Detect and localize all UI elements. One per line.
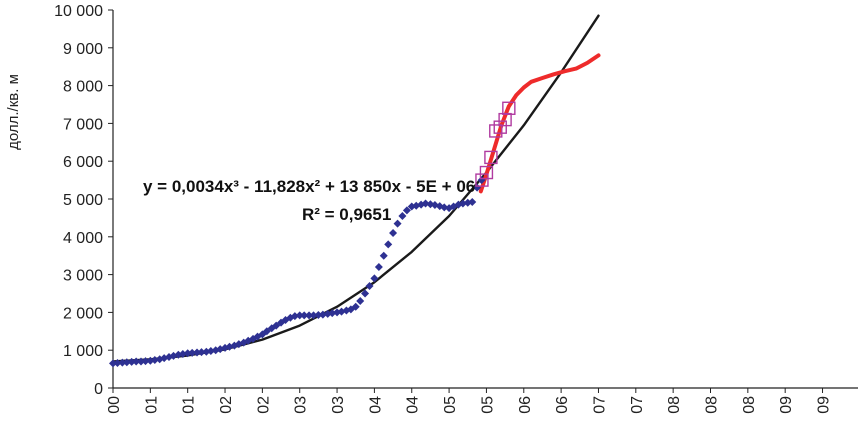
x-tick-label: 05 [442, 396, 459, 414]
data-point-diamond [113, 359, 122, 368]
y-tick-label: 1 000 [63, 343, 103, 360]
data-point-square [475, 173, 489, 187]
data-point-diamond [389, 229, 398, 238]
x-tick-label: 04 [367, 396, 384, 414]
y-tick-label: 2 000 [63, 305, 103, 322]
data-point-diamond [109, 359, 117, 368]
data-point-diamond [188, 348, 197, 357]
data-point-square [502, 101, 516, 115]
x-tick-label: 01 [143, 396, 160, 414]
data-point-diamond [314, 311, 323, 320]
data-point-diamond [361, 289, 370, 298]
data-point-diamond [393, 219, 402, 228]
data-point-square [489, 124, 503, 138]
data-point-diamond [132, 357, 141, 366]
x-tick-label: 02 [255, 396, 272, 414]
axes [108, 9, 858, 393]
data-point-diamond [118, 358, 127, 367]
x-tick-label: 08 [703, 396, 720, 414]
y-tick-label: 9 000 [63, 41, 103, 58]
data-point-diamond [305, 311, 314, 320]
data-point-diamond [150, 356, 159, 365]
data-point-square [484, 150, 498, 165]
x-tick-label: 01 [181, 396, 198, 414]
data-point-diamond [379, 251, 388, 260]
data-point-diamond [141, 357, 150, 366]
x-tick-label: 03 [330, 396, 347, 414]
forecast-line [478, 53, 601, 194]
data-point-square [479, 165, 494, 180]
data-point-diamond [370, 274, 379, 283]
data-point-diamond [421, 199, 430, 208]
y-tick-labels: 0 1 000 2 000 3 000 4 000 5 000 6 000 7 000 8 00… [54, 3, 103, 398]
data-point-diamond [309, 311, 318, 320]
y-tick-label: 6 000 [63, 154, 103, 171]
data-point-diamond [178, 349, 187, 358]
r-squared-label: R² = 0,9651 [302, 205, 391, 224]
y-axis-label: долл./кв. м [5, 74, 22, 150]
data-point-diamond [206, 346, 215, 355]
x-tick-label: 06 [517, 396, 534, 414]
y-tick-label: 10 000 [54, 3, 103, 20]
data-point-diamond [365, 281, 374, 290]
x-tick-label: 05 [479, 396, 496, 414]
x-tick-label: 06 [554, 396, 571, 414]
y-tick-label: 5 000 [63, 192, 103, 209]
data-point-diamond [374, 263, 383, 272]
data-point-diamond [402, 206, 411, 215]
data-point-diamond [122, 358, 131, 367]
data-point-diamond [356, 297, 365, 306]
x-tick-label: 09 [816, 396, 833, 414]
data-point-diamond [127, 357, 136, 366]
data-point-diamond [328, 309, 337, 318]
x-tick-label: 07 [629, 396, 646, 414]
data-point-diamond [384, 240, 393, 249]
x-tick-label: 04 [405, 396, 422, 414]
data-point-diamond [193, 348, 202, 357]
data-point-diamond [183, 349, 192, 358]
y-tick-label: 8 000 [63, 79, 103, 96]
y-tick-label: 0 [94, 381, 103, 398]
data-point-diamond [351, 302, 360, 311]
data-point-square [493, 120, 507, 134]
data-point-diamond [468, 198, 477, 207]
data-point-diamond [295, 311, 304, 320]
y-tick-label: 7 000 [63, 116, 103, 133]
data-point-diamond [318, 310, 327, 319]
x-tick-label: 07 [591, 396, 608, 414]
data-point-diamond [300, 311, 309, 320]
data-point-diamond [398, 212, 407, 221]
x-tick-label: 09 [778, 396, 795, 414]
x-tick-label: 03 [293, 396, 310, 414]
data-point-diamond [137, 357, 146, 366]
data-point-diamond [458, 199, 467, 208]
data-point-diamond [197, 348, 206, 357]
series-layer [109, 14, 601, 368]
x-tick-label: 08 [666, 396, 683, 414]
x-tick-label: 08 [741, 396, 758, 414]
y-tick-label: 4 000 [63, 230, 103, 247]
data-point-diamond [290, 312, 299, 321]
y-tick-label: 3 000 [63, 268, 103, 285]
x-tick-labels: 00 01 01 02 02 03 03 04 04 05 05 06 06 07 07 08 08 08 09 09 [106, 396, 833, 414]
x-tick-label: 00 [106, 396, 123, 414]
x-tick-label: 02 [218, 396, 235, 414]
data-point-diamond [440, 203, 449, 212]
trend-equation: y = 0,0034x³ - 11,828x² + 13 850x - 5E +… [143, 177, 475, 196]
